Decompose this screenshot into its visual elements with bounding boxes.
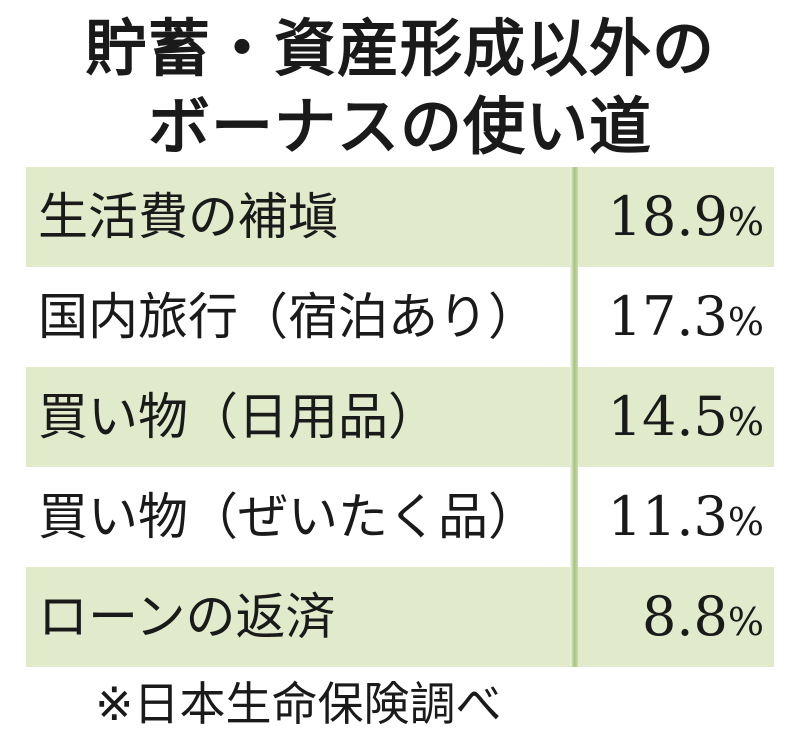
- table-row: 買い物（日用品） 14.5%: [26, 367, 774, 467]
- row-value: 17.3%: [608, 267, 764, 367]
- row-label: 国内旅行（宿泊あり）: [38, 288, 538, 346]
- row-label: 生活費の補塡: [38, 188, 338, 246]
- source-note: ※日本生命保険調べ: [95, 677, 502, 731]
- row-label: ローンの返済: [38, 588, 336, 646]
- chart-title: 貯蓄・資産形成以外の ボーナスの使い道: [0, 10, 800, 166]
- chart-title-line-2: ボーナスの使い道: [147, 90, 652, 163]
- value-unit: %: [727, 500, 764, 544]
- data-table: 生活費の補塡 18.9% 国内旅行（宿泊あり） 17.3% 買い物（日用品） 1…: [26, 167, 774, 667]
- row-label: 買い物（日用品）: [38, 388, 438, 446]
- row-label: 買い物（ぜいたく品）: [38, 488, 538, 546]
- row-value: 8.8%: [642, 567, 764, 667]
- chart-title-line-1: 貯蓄・資産形成以外の: [84, 12, 715, 85]
- table-row: 生活費の補塡 18.9%: [26, 167, 774, 267]
- column-divider: [570, 167, 578, 667]
- value-unit: %: [727, 300, 764, 344]
- table-row: ローンの返済 8.8%: [26, 567, 774, 667]
- value-unit: %: [727, 400, 764, 444]
- row-value: 11.3%: [608, 467, 764, 567]
- value-number: 18.9: [607, 185, 728, 248]
- table-row: 国内旅行（宿泊あり） 17.3%: [26, 267, 774, 367]
- value-unit: %: [727, 200, 764, 244]
- table-row: 買い物（ぜいたく品） 11.3%: [26, 467, 774, 567]
- value-unit: %: [727, 600, 764, 644]
- value-number: 8.8: [642, 585, 728, 648]
- row-value: 14.5%: [608, 367, 764, 467]
- value-number: 14.5: [607, 385, 728, 448]
- row-value: 18.9%: [608, 167, 764, 267]
- value-number: 11.3: [607, 485, 728, 548]
- value-number: 17.3: [607, 285, 728, 348]
